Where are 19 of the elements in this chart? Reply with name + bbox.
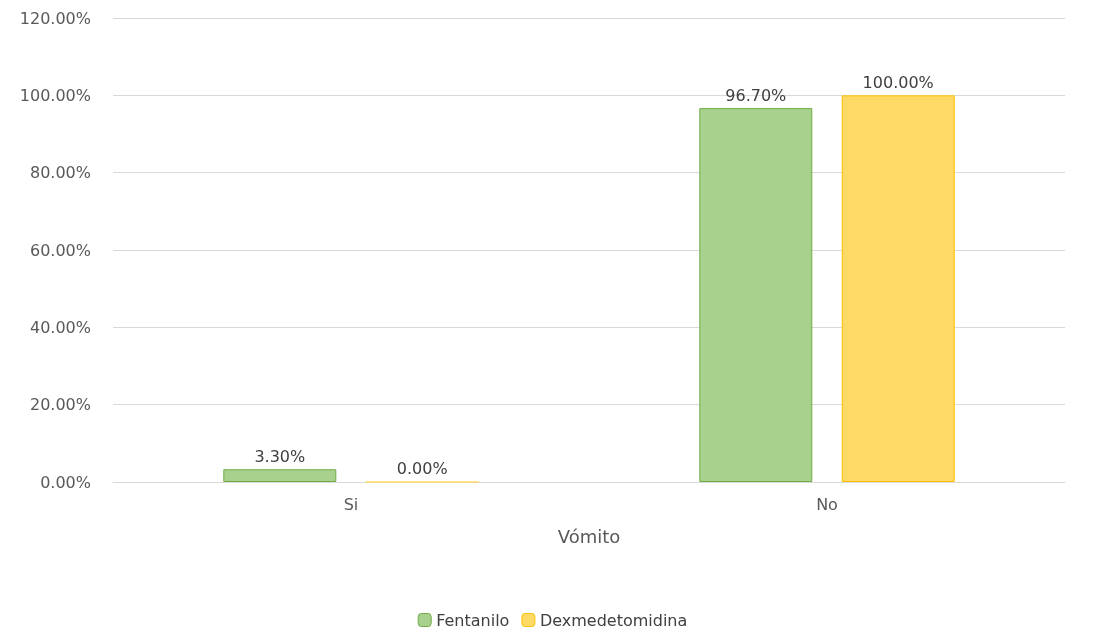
legend-label: Fentanilo [436, 610, 510, 630]
y-tick-label: 20.00% [29, 395, 91, 415]
x-axis-title: Vómito [557, 525, 621, 547]
y-tick-label: 40.00% [29, 317, 91, 337]
data-label: 0.00% [396, 459, 448, 478]
bar [841, 95, 955, 482]
y-tick-label: 0.00% [40, 472, 91, 492]
bar [223, 469, 337, 482]
data-label: 96.70% [725, 85, 787, 105]
y-tick-label: 120.00% [19, 8, 91, 28]
y-tick-label: 100.00% [19, 85, 91, 105]
x-tick-label: No [816, 494, 838, 514]
x-tick-label: Si [343, 494, 359, 514]
bar [699, 108, 813, 482]
y-tick-label: 60.00% [29, 240, 91, 260]
legend-label: Dexmedetomidina [539, 610, 688, 630]
data-label: 100.00% [862, 72, 934, 92]
data-label: 3.30% [254, 446, 306, 466]
y-tick-label: 80.00% [29, 163, 91, 183]
